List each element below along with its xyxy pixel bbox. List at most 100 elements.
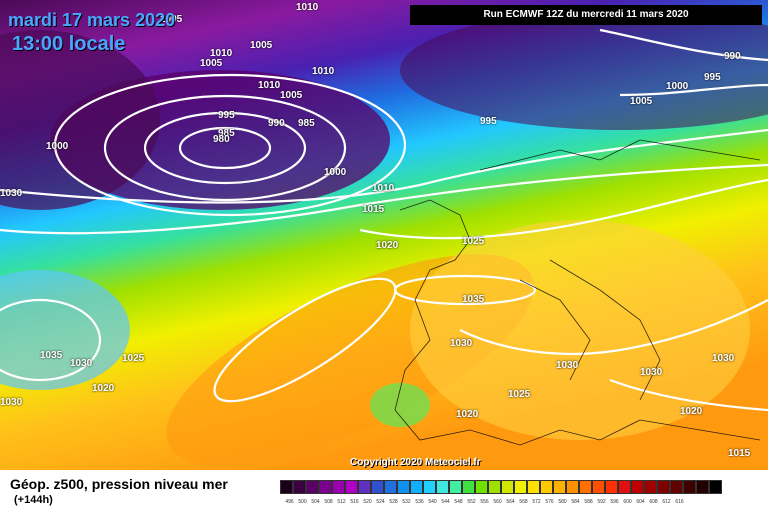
isobar-label: 990 [724, 51, 741, 62]
legend-tick: 612 [662, 499, 671, 505]
isobar-label: 1030 [556, 360, 579, 371]
isobar-label: 1010 [210, 48, 233, 59]
legend-swatch [566, 480, 579, 494]
legend-tick: 604 [636, 499, 645, 505]
legend-tick: 544 [441, 499, 450, 505]
legend-swatch [488, 480, 501, 494]
legend-tick: 504 [311, 499, 320, 505]
legend-tick: 524 [376, 499, 385, 505]
isobar-label: 1030 [712, 353, 735, 364]
legend-swatch [397, 480, 410, 494]
isobar-label: 995 [480, 116, 497, 127]
legend-swatch [462, 480, 475, 494]
legend-swatch [696, 480, 709, 494]
isobar-label: 1010 [372, 183, 395, 194]
isobar-label: 1015 [362, 204, 385, 215]
legend-tick: 564 [506, 499, 515, 505]
legend-tick: 608 [649, 499, 658, 505]
isobar-label: 1035 [462, 294, 485, 305]
legend-swatch [293, 480, 306, 494]
isobar-label: 990 [268, 118, 285, 129]
legend-swatch [618, 480, 631, 494]
legend-swatch [410, 480, 423, 494]
map-canvas [0, 0, 768, 470]
legend-swatch [319, 480, 332, 494]
legend-swatch [540, 480, 553, 494]
isobar-label: 1025 [462, 236, 485, 247]
legend-swatch [644, 480, 657, 494]
legend-tick: 588 [584, 499, 593, 505]
legend-swatch [358, 480, 371, 494]
ridge-europe [410, 220, 750, 440]
isobar-label: 1025 [122, 353, 145, 364]
isobar-label: 1005 [280, 90, 303, 101]
legend-swatch [423, 480, 436, 494]
isobar-label: 1015 [728, 448, 751, 459]
legend-swatch [436, 480, 449, 494]
legend-tick: 516 [350, 499, 359, 505]
map-footer: Géop. z500, pression niveau mer (+144h) … [0, 470, 768, 512]
low-pressure-area-north [400, 10, 768, 130]
isobar-lines [0, 28, 768, 412]
legend-tick: 600 [623, 499, 632, 505]
legend-tick: 568 [519, 499, 528, 505]
legend-swatch [579, 480, 592, 494]
legend-swatch [657, 480, 670, 494]
map-title: Géop. z500, pression niveau mer [10, 476, 228, 492]
legend-swatch [345, 480, 358, 494]
isobar-label: 985 [218, 128, 235, 139]
legend-tick: 560 [493, 499, 502, 505]
isobar-label: 1005 [200, 58, 223, 69]
isobar-label: 980 [213, 134, 230, 145]
legend-swatch [306, 480, 319, 494]
legend-swatch [501, 480, 514, 494]
legend-tick: 584 [571, 499, 580, 505]
legend-tick: 572 [532, 499, 541, 505]
isobar-label: 985 [298, 118, 315, 129]
legend-swatch [709, 480, 722, 494]
legend-tick: 540 [428, 499, 437, 505]
legend-tick: 500 [298, 499, 307, 505]
legend-tick: 496 [285, 499, 294, 505]
legend-swatch [384, 480, 397, 494]
legend-tick: 552 [467, 499, 476, 505]
isobar-label: 1020 [92, 383, 115, 394]
isobar-label: 1005 [630, 96, 653, 107]
legend-swatch [371, 480, 384, 494]
isobar-label: 1005 [160, 14, 183, 25]
cut-off-low [370, 383, 430, 427]
legend-tick: 596 [610, 499, 619, 505]
forecast-time: 13:00 locale [12, 33, 126, 55]
isobar-label: 1000 [666, 81, 689, 92]
legend-tick: 548 [454, 499, 463, 505]
legend-tick: 580 [558, 499, 567, 505]
isobar-label: 1010 [258, 80, 281, 91]
copyright: Copyright 2020 Meteociel.fr [350, 457, 481, 468]
legend-tick: 536 [415, 499, 424, 505]
legend-tick: 592 [597, 499, 606, 505]
map-area: 1005 1010 1010 1005 1005 1010 1005 1010 … [0, 0, 768, 470]
legend-tick: 532 [402, 499, 411, 505]
legend-swatch [631, 480, 644, 494]
legend-swatch [280, 480, 293, 494]
legend-swatch [332, 480, 345, 494]
isobar-label: 1010 [296, 2, 319, 13]
isobar-label: 1025 [508, 389, 531, 400]
isobar-label: 995 [218, 110, 235, 121]
isobar-label: 1000 [46, 141, 69, 152]
legend-swatch [449, 480, 462, 494]
isobar-label: 1030 [0, 188, 23, 199]
isobar-label: 1005 [250, 40, 273, 51]
legend-swatch [683, 480, 696, 494]
run-info: Run ECMWF 12Z du mercredi 11 mars 2020 [410, 5, 762, 25]
isobar-label: 1020 [680, 406, 703, 417]
isobar-label: 1035 [40, 350, 63, 361]
forecast-offset: (+144h) [14, 494, 53, 506]
isobar-label: 1030 [70, 358, 93, 369]
forecast-date: mardi 17 mars 2020 [8, 10, 176, 30]
isobar-label: 1020 [456, 409, 479, 420]
legend-tick: 508 [324, 499, 333, 505]
isobar-label: 1030 [0, 397, 23, 408]
low-pressure-area-west [0, 30, 160, 210]
